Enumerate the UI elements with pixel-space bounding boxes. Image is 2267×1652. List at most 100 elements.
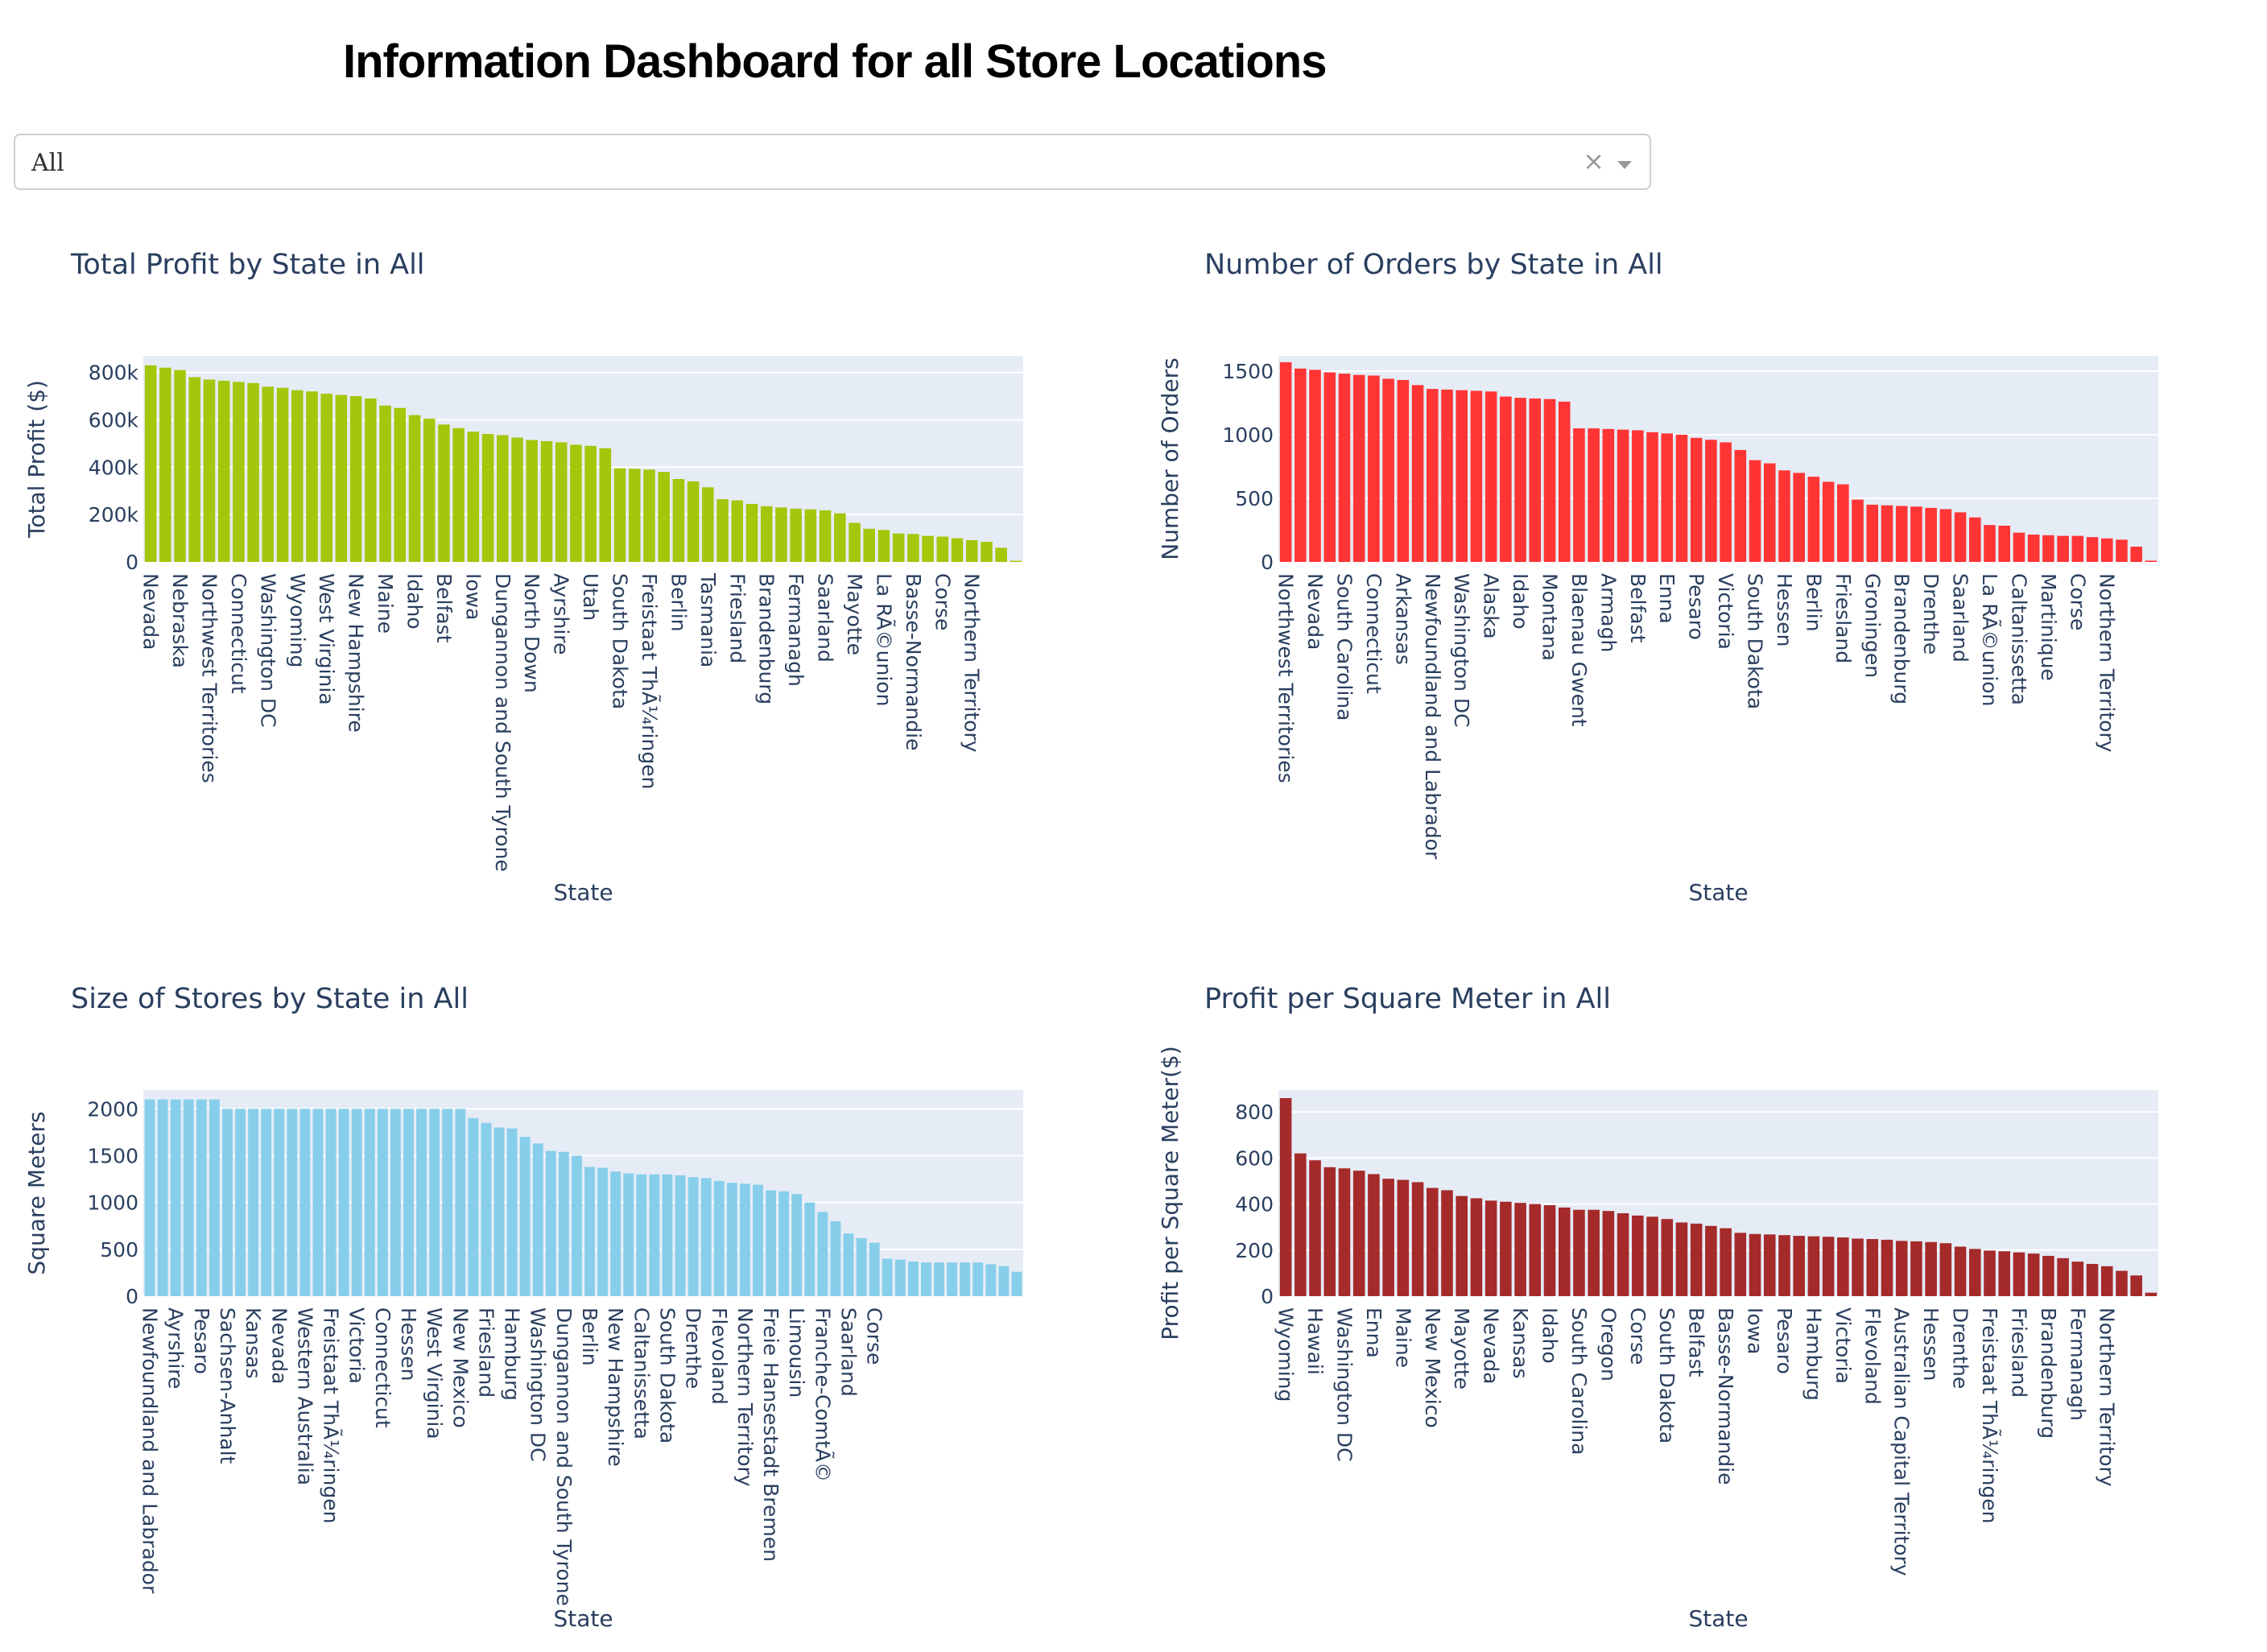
bar[interactable] xyxy=(775,507,787,562)
bar[interactable] xyxy=(1500,396,1512,562)
bar[interactable] xyxy=(972,1262,984,1296)
bar[interactable] xyxy=(338,1109,349,1296)
bar[interactable] xyxy=(662,1174,673,1296)
bar[interactable] xyxy=(209,1099,220,1296)
bar[interactable] xyxy=(2027,1253,2040,1296)
bar[interactable] xyxy=(985,1264,997,1296)
bar[interactable] xyxy=(2013,532,2025,562)
bar[interactable] xyxy=(291,390,304,562)
bar[interactable] xyxy=(2057,1258,2069,1296)
bar[interactable] xyxy=(623,1173,634,1296)
bar[interactable] xyxy=(144,1099,155,1296)
bar[interactable] xyxy=(1939,1243,1952,1296)
bar[interactable] xyxy=(1852,499,1864,562)
bar[interactable] xyxy=(377,1109,388,1296)
bar[interactable] xyxy=(1588,1209,1600,1296)
bar[interactable] xyxy=(610,1171,621,1296)
bar[interactable] xyxy=(1925,507,1937,562)
bar[interactable] xyxy=(922,535,934,562)
bar[interactable] xyxy=(351,1109,362,1296)
bar[interactable] xyxy=(1617,1213,1629,1296)
bar[interactable] xyxy=(349,396,362,562)
bar[interactable] xyxy=(1426,389,1439,562)
bar[interactable] xyxy=(863,528,876,562)
bar[interactable] xyxy=(157,1099,168,1296)
bar[interactable] xyxy=(965,539,978,562)
bar[interactable] xyxy=(2057,535,2069,562)
bar[interactable] xyxy=(2027,535,2040,562)
bar[interactable] xyxy=(1514,1203,1526,1296)
bar[interactable] xyxy=(468,1117,479,1296)
bar[interactable] xyxy=(506,1128,518,1296)
bar[interactable] xyxy=(526,440,539,562)
bar[interactable] xyxy=(804,1202,816,1296)
bar[interactable] xyxy=(170,1099,181,1296)
bar[interactable] xyxy=(261,1109,272,1296)
bar[interactable] xyxy=(1309,1160,1321,1296)
bar[interactable] xyxy=(981,541,993,562)
bar[interactable] xyxy=(936,536,949,562)
bar[interactable] xyxy=(196,1099,207,1296)
bar[interactable] xyxy=(726,1183,737,1296)
bar[interactable] xyxy=(713,1180,725,1296)
bar[interactable] xyxy=(1895,1241,1908,1296)
bar[interactable] xyxy=(394,407,407,562)
bar[interactable] xyxy=(493,1127,505,1296)
bar[interactable] xyxy=(1646,1216,1658,1296)
bar[interactable] xyxy=(1822,481,1835,562)
bar[interactable] xyxy=(960,1262,971,1296)
bar[interactable] xyxy=(416,1109,427,1296)
bar[interactable] xyxy=(702,487,714,562)
bar[interactable] xyxy=(1690,1223,1703,1296)
bar[interactable] xyxy=(1279,361,1292,562)
bar[interactable] xyxy=(1382,378,1394,562)
bar[interactable] xyxy=(1763,463,1776,562)
bar[interactable] xyxy=(532,1143,543,1296)
bar[interactable] xyxy=(438,424,450,562)
bar[interactable] xyxy=(778,1191,790,1296)
bar[interactable] xyxy=(1573,428,1585,562)
bar[interactable] xyxy=(1734,1233,1747,1296)
bar[interactable] xyxy=(649,1174,660,1296)
bar[interactable] xyxy=(672,479,685,562)
bar[interactable] xyxy=(1573,1209,1585,1296)
bar[interactable] xyxy=(1397,1179,1410,1296)
bar[interactable] xyxy=(1632,430,1644,562)
bar[interactable] xyxy=(364,1109,375,1296)
bar[interactable] xyxy=(1749,1233,1761,1296)
bar[interactable] xyxy=(1617,429,1629,562)
bar[interactable] xyxy=(1763,1234,1776,1296)
bar[interactable] xyxy=(921,1262,931,1296)
bar[interactable] xyxy=(423,418,436,562)
bar[interactable] xyxy=(1866,504,1879,562)
bar[interactable] xyxy=(790,508,802,562)
bar[interactable] xyxy=(1441,1190,1453,1296)
bar[interactable] xyxy=(819,510,832,562)
bar[interactable] xyxy=(274,1109,285,1296)
bar[interactable] xyxy=(222,1109,233,1296)
bar[interactable] xyxy=(1470,1198,1483,1296)
bar[interactable] xyxy=(877,530,890,562)
bar[interactable] xyxy=(2071,535,2084,562)
bar[interactable] xyxy=(1778,470,1790,562)
bar[interactable] xyxy=(1925,1241,1937,1296)
bar[interactable] xyxy=(335,394,348,562)
bar[interactable] xyxy=(306,391,318,562)
bar[interactable] xyxy=(1456,1196,1468,1296)
bar[interactable] xyxy=(442,1109,453,1296)
chevron-down-icon[interactable] xyxy=(1617,161,1632,169)
bar[interactable] xyxy=(739,1183,750,1296)
bar[interactable] xyxy=(1470,390,1483,562)
bar[interactable] xyxy=(2013,1252,2025,1296)
bar[interactable] xyxy=(2145,1292,2158,1296)
bar[interactable] xyxy=(481,434,494,562)
bar[interactable] xyxy=(1529,1204,1542,1296)
bar[interactable] xyxy=(2042,535,2054,562)
bar[interactable] xyxy=(174,370,186,562)
bar[interactable] xyxy=(1690,437,1703,562)
bar[interactable] xyxy=(907,1261,919,1296)
bar[interactable] xyxy=(1010,560,1022,562)
bar[interactable] xyxy=(1500,1201,1512,1296)
bar[interactable] xyxy=(235,1109,246,1296)
bar[interactable] xyxy=(1881,1239,1893,1296)
